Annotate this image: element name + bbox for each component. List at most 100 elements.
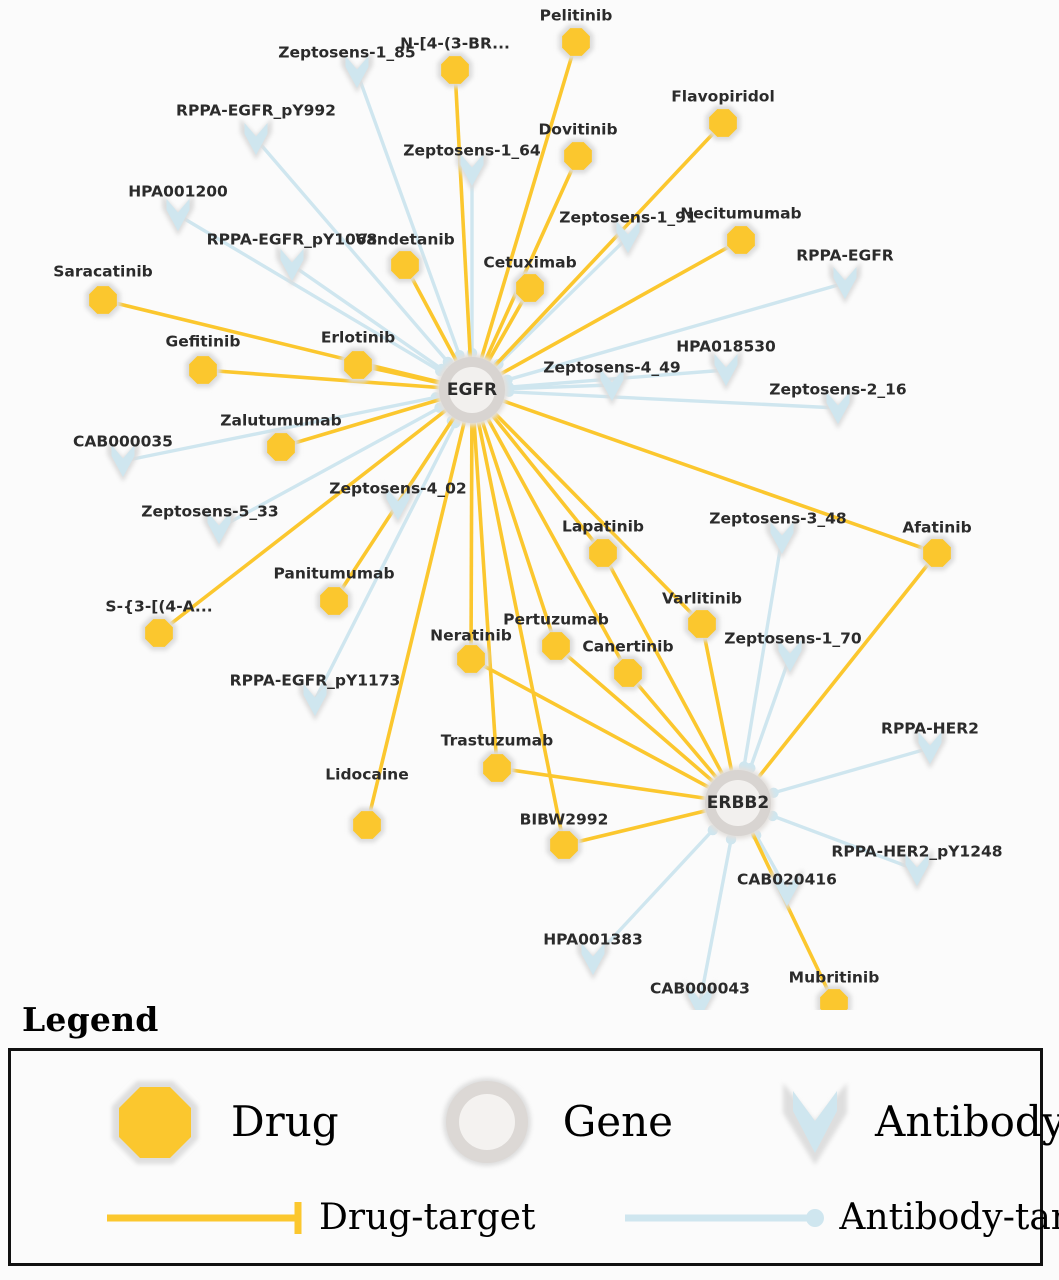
drug-node[interactable] [483, 754, 511, 782]
drug-node-label: Lidocaine [325, 766, 408, 784]
drug-node[interactable] [820, 989, 848, 1010]
legend-label-antibody: Antibody [875, 1096, 1059, 1146]
drug-target-edge [453, 69, 474, 391]
drug-node-label: Lapatinib [562, 518, 644, 536]
drug-node[interactable] [614, 659, 642, 687]
antibody-node-label: CAB020416 [737, 871, 837, 889]
antibody-node[interactable] [166, 199, 190, 231]
legend-item-antibody-target: Antibody-target [621, 1196, 1059, 1240]
antibody-node-label: Zeptosens-1_91 [559, 209, 696, 227]
drug-node[interactable] [320, 587, 348, 615]
drug-node[interactable] [564, 142, 592, 170]
antibody-node-label: HPA001200 [128, 183, 228, 201]
antibody-node[interactable] [460, 154, 484, 186]
antibody-node[interactable] [244, 123, 268, 155]
legend-label-antibody-target: Antibody-target [839, 1197, 1059, 1238]
drug-node-label: Saracatinib [53, 263, 153, 281]
drug-node[interactable] [550, 831, 578, 859]
drug-target-edge [470, 41, 578, 391]
drug-node[interactable] [145, 619, 173, 647]
legend-item-gene: Gene [435, 1069, 673, 1174]
drug-node[interactable] [562, 28, 590, 56]
antibody-node[interactable] [581, 943, 605, 975]
drug-node[interactable] [441, 56, 469, 84]
legend-item-antibody: Antibody [765, 1069, 1059, 1174]
donut-icon [442, 1078, 531, 1166]
antibody-target-edge [355, 71, 474, 391]
drug-node[interactable] [542, 632, 570, 660]
drug-node[interactable] [267, 433, 295, 461]
drug-node-label: BIBW2992 [520, 811, 609, 829]
drug-node-label: Pertuzumab [503, 611, 609, 629]
drug-node-label: Pelitinib [540, 7, 613, 25]
drug-node-label: N-[4-(3-BR... [400, 35, 510, 53]
antibody-node[interactable] [918, 732, 942, 764]
antibody-node[interactable] [778, 640, 802, 672]
antibody-node[interactable] [714, 354, 738, 386]
antibody-node[interactable] [303, 684, 327, 716]
drug-node[interactable] [727, 226, 755, 254]
antibody-node-label: RPPA-HER2_pY1248 [831, 843, 1002, 861]
network-canvas: Zeptosens-1_85 RPPA-EGFR_pY992 HPA001200 RP… [53, 6, 1003, 1010]
antibody-target-edge [471, 281, 846, 392]
drug-node-label: Canertinib [582, 638, 673, 656]
drug-target-edge [157, 388, 474, 635]
drug-node-label: Cetuximab [483, 254, 576, 272]
antibody-node[interactable] [386, 488, 410, 520]
drug-node[interactable] [391, 251, 419, 279]
drug-target-edge [202, 368, 473, 392]
drug-node-label: Zalutumumab [220, 412, 341, 430]
drug-node[interactable] [457, 645, 485, 673]
drug-target-edge [470, 389, 566, 846]
legend-label-drug: Drug [231, 1096, 339, 1146]
antibody-node[interactable] [826, 392, 850, 424]
drug-node[interactable] [688, 610, 716, 638]
antibody-node-label: Zeptosens-5_33 [141, 503, 278, 521]
antibody-node[interactable] [207, 512, 231, 544]
antibody-node[interactable] [345, 56, 369, 88]
antibody-node-label: Zeptosens-1_85 [278, 44, 415, 62]
drug-node-label: Erlotinib [321, 329, 395, 347]
antibody-node-label: Zeptosens-2_16 [769, 381, 906, 399]
drug-target-edge [471, 388, 938, 555]
antibody-node[interactable] [111, 445, 135, 477]
drug-target-edge [470, 121, 725, 392]
legend-item-drug: Drug [103, 1069, 339, 1174]
drug-node[interactable] [344, 351, 372, 379]
drug-node[interactable] [923, 539, 951, 567]
gene-node-layer [436, 354, 774, 839]
antibody-node-label: CAB000043 [650, 980, 750, 998]
drug-node-label: Gefitinib [166, 333, 241, 351]
antibody-node[interactable] [600, 369, 624, 401]
drug-node-label: Varlitinib [662, 590, 742, 608]
antibody-node[interactable] [775, 874, 799, 906]
drug-node[interactable] [353, 811, 381, 839]
legend-box: Drug Gene Antibody [8, 1048, 1059, 1266]
legend-label-gene: Gene [562, 1096, 673, 1146]
drug-node-label: Trastuzumab [441, 732, 553, 750]
antibody-node[interactable] [616, 221, 640, 253]
antibody-node-label: RPPA-EGFR [796, 247, 894, 265]
antibody-node[interactable] [905, 854, 929, 886]
drug-node[interactable] [709, 109, 737, 137]
gene-node-label: ERBB2 [707, 793, 769, 813]
drug-node-label: Vandetanib [355, 231, 455, 249]
antibody-node-label: HPA018530 [676, 338, 776, 356]
antibody-node[interactable] [770, 522, 794, 554]
drug-node-label: Mubritinib [789, 969, 880, 987]
antibody-node[interactable] [833, 267, 857, 299]
antibody-node-label: Zeptosens-1_70 [724, 630, 862, 648]
drug-node[interactable] [89, 286, 117, 314]
gene-node-core [715, 780, 761, 826]
drug-node-label: Dovitinib [538, 121, 617, 139]
drug-node[interactable] [589, 539, 617, 567]
octagon-icon [112, 1081, 198, 1164]
drug-node[interactable] [189, 356, 217, 384]
antibody-node-label: Zeptosens-1_64 [403, 142, 541, 160]
drug-node[interactable] [516, 274, 544, 302]
legend-edge-row: Drug-target Antibody-target [11, 1179, 1059, 1257]
legend-item-drug-target: Drug-target [103, 1196, 535, 1240]
legend: Legend Drug Gene [0, 1000, 1059, 1280]
antibody-node[interactable] [280, 249, 304, 281]
antibody-node[interactable] [688, 986, 712, 1010]
